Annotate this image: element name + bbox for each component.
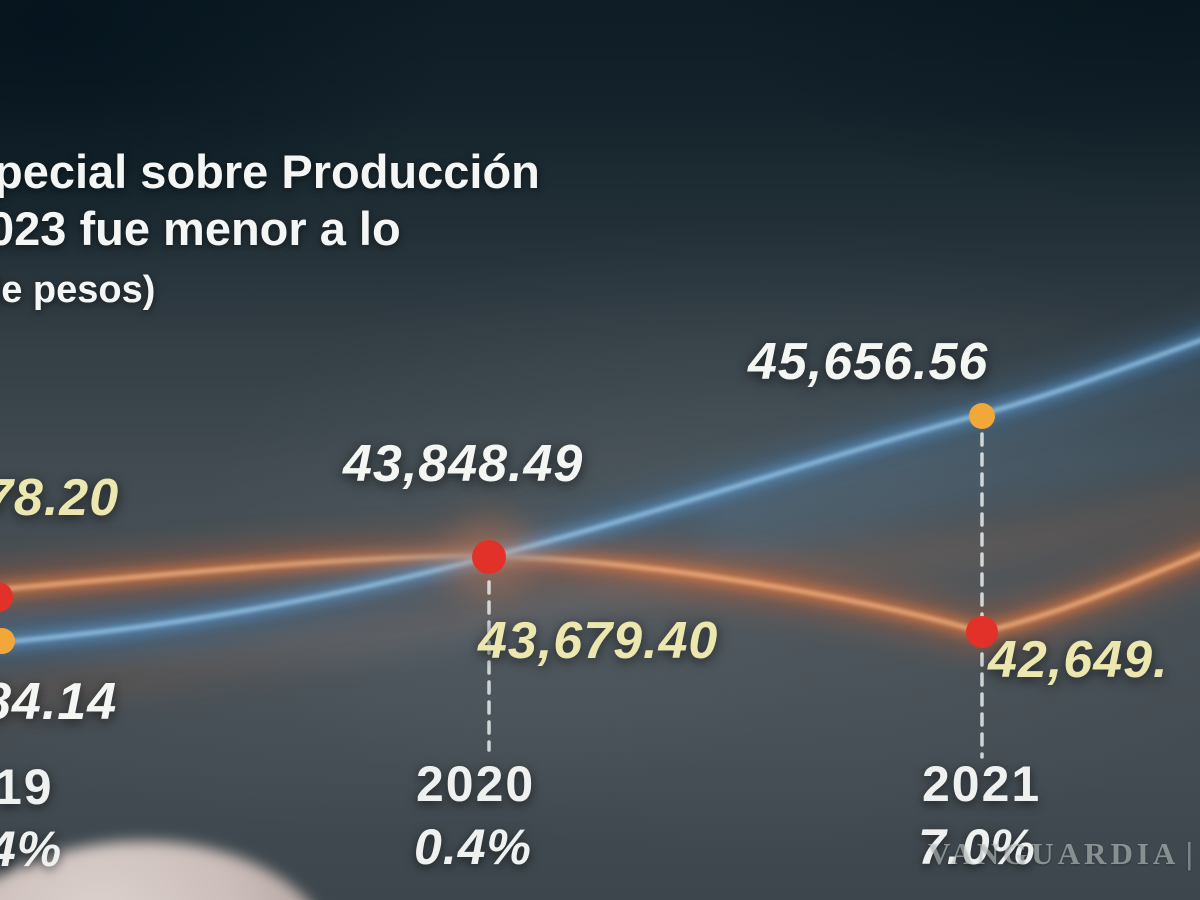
x-tick-2020-year: 2020 bbox=[416, 756, 536, 812]
marker-2021-amber bbox=[969, 403, 995, 429]
watermark: VANGUARDIA|MX bbox=[928, 836, 1200, 872]
watermark-divider: | bbox=[1185, 836, 1198, 871]
chart-title-line2: 023 fue menor a lo bbox=[0, 202, 401, 255]
marker-2019-amber bbox=[0, 628, 15, 654]
value-label-2019-blue: 84.14 bbox=[0, 673, 118, 731]
x-tick-2021-year: 2021 bbox=[922, 756, 1042, 812]
x-tick-2019-pct: 4% bbox=[0, 821, 63, 877]
marker-2020-red bbox=[472, 540, 506, 574]
marker-2021-red bbox=[966, 616, 998, 648]
watermark-main: VANGUARDIA bbox=[928, 836, 1180, 871]
x-tick-2019-year: 19 bbox=[0, 759, 54, 815]
value-label-2021-blue: 45,656.56 bbox=[748, 333, 989, 391]
chart-subtitle-units: de pesos) bbox=[0, 269, 156, 311]
marker-2019-red bbox=[0, 582, 13, 612]
x-tick-2021-pct: 7.0% bbox=[918, 819, 1036, 875]
data-point-markers bbox=[0, 403, 998, 654]
value-label-2020-blue: 43,848.49 bbox=[343, 435, 584, 493]
blue-line bbox=[0, 326, 1200, 656]
value-label-2019-orange: 78.20 bbox=[0, 469, 120, 527]
value-label-2020-orange: 43,679.40 bbox=[478, 612, 719, 670]
value-label-2021-orange: 42,649. bbox=[988, 631, 1169, 689]
orange-line bbox=[0, 540, 1200, 646]
x-tick-2020-pct: 0.4% bbox=[414, 819, 532, 875]
chart-title-line1: pecial sobre Producción bbox=[0, 145, 540, 198]
